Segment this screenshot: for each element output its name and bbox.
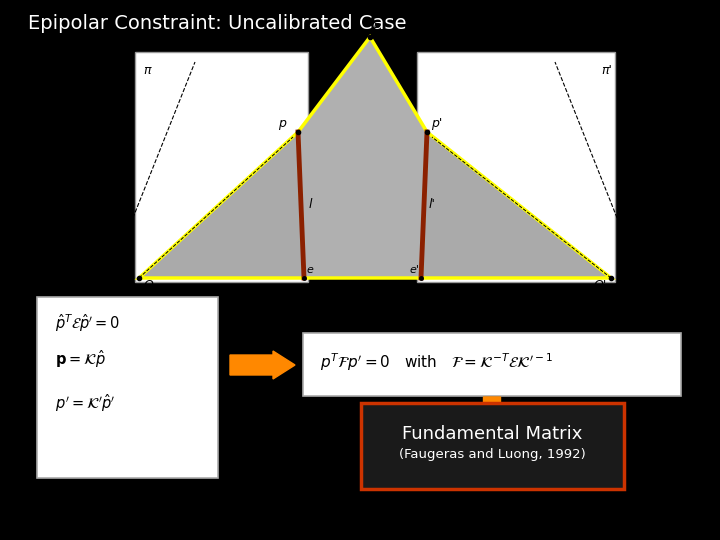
Text: O': O'	[594, 279, 607, 292]
Text: l': l'	[429, 199, 436, 212]
Text: e: e	[306, 265, 313, 275]
Text: $p^T \mathcal{F} p^{\prime} = 0$   with   $\mathcal{F} = \mathcal{K}^{-T} \mathc: $p^T \mathcal{F} p^{\prime} = 0$ with $\…	[320, 351, 553, 373]
Text: l: l	[309, 199, 312, 212]
Text: e': e'	[409, 265, 419, 275]
FancyArrow shape	[230, 351, 295, 379]
Bar	[135, 52, 308, 282]
Text: p: p	[278, 117, 286, 130]
Text: $p^{\prime} = \mathcal{K}^{\prime}\hat{p}^{\prime}$: $p^{\prime} = \mathcal{K}^{\prime}\hat{p…	[55, 392, 116, 414]
FancyBboxPatch shape	[303, 333, 681, 396]
Text: p': p'	[431, 117, 442, 130]
Text: Epipolar Constraint: Uncalibrated Case: Epipolar Constraint: Uncalibrated Case	[28, 14, 407, 33]
Text: $\hat{p}^T \mathcal{E} \hat{p}^{\prime} = 0$: $\hat{p}^T \mathcal{E} \hat{p}^{\prime} …	[55, 312, 120, 334]
FancyBboxPatch shape	[361, 403, 624, 489]
FancyArrow shape	[480, 397, 505, 425]
Polygon shape	[421, 132, 611, 278]
Text: (Faugeras and Luong, 1992): (Faugeras and Luong, 1992)	[399, 448, 585, 461]
Text: P: P	[373, 22, 380, 35]
Polygon shape	[139, 132, 304, 278]
Text: $\mathbf{p} = \mathcal{K}\hat{p}$: $\mathbf{p} = \mathcal{K}\hat{p}$	[55, 348, 106, 370]
Bar	[417, 52, 615, 282]
Polygon shape	[298, 37, 427, 278]
Text: Fundamental Matrix: Fundamental Matrix	[402, 425, 582, 443]
Text: π: π	[143, 64, 150, 77]
Text: π': π'	[601, 64, 612, 77]
Text: O: O	[143, 279, 153, 292]
FancyBboxPatch shape	[37, 297, 218, 478]
